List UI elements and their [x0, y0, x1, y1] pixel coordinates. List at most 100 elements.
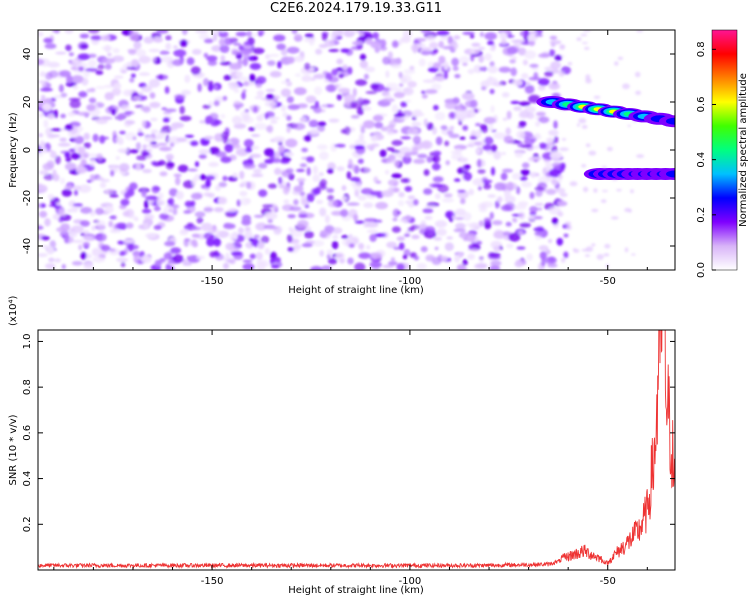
heatmap-noise-blob	[252, 47, 265, 55]
heatmap-noise-blob	[501, 151, 507, 156]
heatmap-noise-blob	[451, 216, 457, 220]
heatmap-noise-blob	[78, 66, 85, 72]
heatmap-noise-blob	[478, 206, 488, 213]
heatmap-noise-blob	[137, 132, 144, 137]
heatmap-noise-blob	[232, 172, 238, 178]
heatmap-noise-blob	[299, 163, 307, 168]
heatmap-noise-blob	[588, 150, 597, 156]
y-tick-label: 0.6	[22, 425, 33, 441]
heatmap-noise-blob	[67, 112, 76, 117]
heatmap-noise-blob	[87, 179, 92, 183]
heatmap-noise-blob	[141, 208, 152, 214]
heatmap-noise-blob	[56, 227, 67, 233]
heatmap-noise-blob	[440, 125, 448, 131]
heatmap-noise-blob	[267, 183, 278, 189]
heatmap-noise-blob	[500, 172, 508, 181]
heatmap-noise-blob	[516, 130, 526, 139]
heatmap-noise-blob	[95, 70, 104, 75]
heatmap-noise-blob	[215, 228, 220, 238]
heatmap-noise-blob	[47, 193, 55, 200]
heatmap-noise-blob	[161, 130, 167, 134]
heatmap-noise-blob	[81, 77, 89, 86]
heatmap-noise-blob	[616, 188, 622, 192]
snr-y-scale-label: (x10⁴)	[8, 295, 19, 326]
heatmap-noise-blob	[249, 62, 262, 70]
heatmap-noise-blob	[57, 142, 71, 147]
heatmap-noise-blob	[165, 161, 175, 170]
heatmap-noise-blob	[126, 66, 136, 70]
heatmap-noise-blob	[454, 148, 462, 155]
heatmap-noise-blob	[86, 153, 99, 157]
heatmap-noise-blob	[529, 191, 535, 200]
heatmap-noise-blob	[118, 163, 130, 172]
heatmap-noise-blob	[286, 96, 294, 104]
heatmap-noise-blob	[133, 217, 139, 222]
heatmap-noise-blob	[71, 75, 84, 84]
heatmap-noise-blob	[191, 233, 201, 238]
heatmap-noise-blob	[109, 229, 122, 233]
heatmap-noise-blob	[60, 177, 66, 185]
heatmap-noise-blob	[163, 252, 173, 260]
heatmap-noise-blob	[516, 186, 521, 195]
heatmap-noise-blob	[529, 156, 542, 160]
heatmap-noise-blob	[72, 84, 79, 90]
heatmap-noise-blob	[453, 228, 466, 233]
heatmap-noise-blob	[116, 222, 126, 227]
heatmap-noise-blob	[259, 262, 270, 267]
snr-x-axis-label: Height of straight line (km)	[288, 585, 424, 596]
heatmap-noise-blob	[490, 260, 502, 267]
heatmap-noise-blob	[72, 203, 83, 207]
y-tick-label: 0.8	[22, 379, 33, 395]
heatmap-noise-blob	[246, 30, 252, 37]
heatmap-noise-blob	[183, 180, 195, 189]
heatmap-noise-blob	[48, 257, 55, 263]
heatmap-noise-blob	[346, 171, 352, 180]
heatmap-noise-blob	[229, 62, 243, 70]
heatmap-noise-blob	[64, 234, 70, 244]
heatmap-noise-blob	[222, 262, 230, 270]
heatmap-noise-blob	[49, 134, 61, 138]
heatmap-noise-blob	[454, 74, 461, 79]
heatmap-noise-blob	[351, 163, 356, 171]
heatmap-noise-blob	[462, 31, 475, 35]
heatmap-noise-blob	[169, 127, 178, 131]
heatmap-noise-blob	[126, 62, 132, 67]
heatmap-noise-blob	[502, 231, 511, 237]
heatmap-noise-blob	[566, 224, 572, 231]
heatmap-noise-blob	[336, 94, 343, 101]
heatmap-noise-blob	[153, 225, 162, 230]
heatmap-noise-blob	[159, 171, 168, 177]
heatmap-noise-blob	[108, 220, 114, 228]
heatmap-noise-blob	[183, 210, 192, 214]
heatmap-noise-blob	[516, 246, 526, 250]
heatmap-noise-blob	[577, 123, 580, 127]
heatmap-noise-blob	[89, 87, 96, 93]
heatmap-noise-blob	[110, 170, 115, 177]
heatmap-noise-blob	[454, 254, 461, 263]
heatmap-noise-blob	[357, 158, 364, 164]
heatmap-noise-blob	[386, 159, 395, 164]
heatmap-noise-blob	[162, 117, 170, 123]
heatmap-noise-blob	[253, 168, 262, 174]
heatmap-noise-blob	[353, 214, 359, 222]
colorbar-ramp	[712, 30, 737, 270]
heatmap-noise-blob	[59, 137, 67, 142]
heatmap-noise-blob	[253, 105, 258, 113]
heatmap-noise-blob	[546, 188, 557, 195]
heatmap-noise-blob	[407, 81, 417, 88]
heatmap-noise-blob	[484, 32, 498, 41]
heatmap-noise-blob	[359, 133, 365, 141]
heatmap-noise-blob	[65, 156, 72, 163]
y-tick-label: 0.2	[22, 516, 33, 532]
heatmap-noise-blob	[631, 253, 636, 256]
heatmap-noise-blob	[386, 241, 398, 249]
y-tick-label: -40	[22, 238, 33, 254]
heatmap-noise-blob	[203, 205, 214, 214]
heatmap-noise-blob	[447, 130, 454, 136]
chart-title: C2E6.2024.179.19.33.G11	[269, 1, 443, 16]
heatmap-noise-blob	[438, 55, 446, 65]
heatmap-noise-blob	[344, 126, 351, 135]
heatmap-noise-blob	[235, 71, 243, 77]
heatmap-noise-blob	[207, 83, 214, 92]
heatmap-noise-blob	[350, 176, 361, 182]
